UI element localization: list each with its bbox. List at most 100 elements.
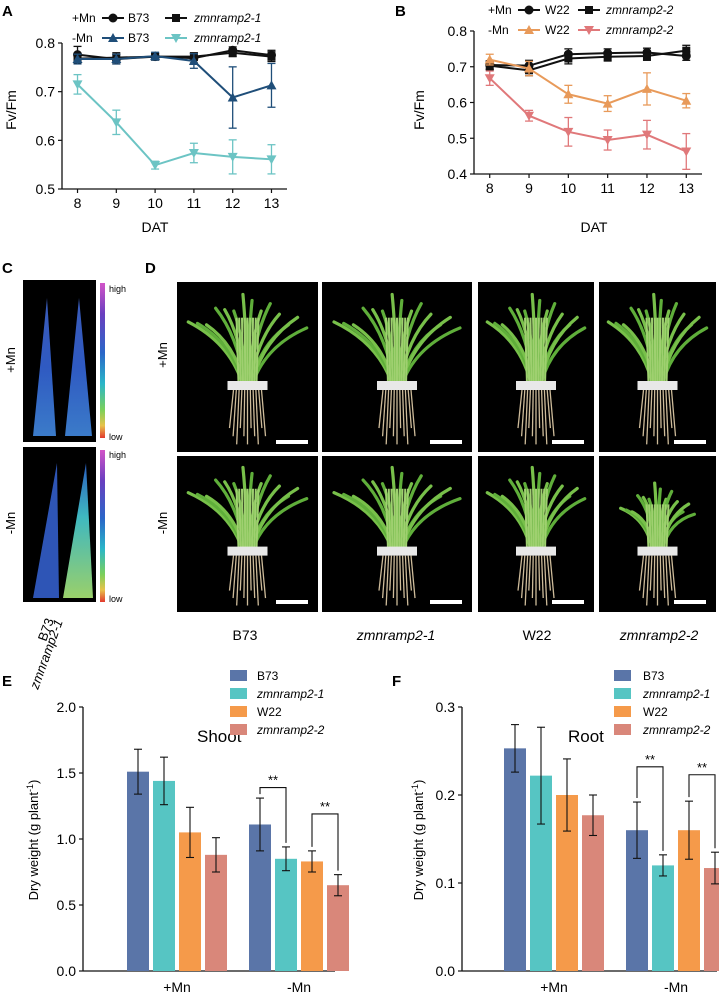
x-tick-label: 8	[486, 180, 494, 196]
legend-mut2-minus: zmnramp2-2	[605, 23, 674, 37]
legend-swatch-mut2	[614, 724, 631, 735]
x-tick-label: 9	[525, 180, 533, 196]
legend-swatch-mut1	[230, 688, 247, 699]
panel-c: C high low high low +Mn -Mn B73 zmnramp2…	[2, 260, 126, 692]
pot-platform	[637, 381, 678, 390]
root-strand	[378, 555, 384, 591]
legend-square-marker	[172, 14, 180, 22]
plant-stem	[648, 504, 652, 550]
y-tick-label: 0.6	[36, 132, 56, 148]
plant-stem	[526, 317, 531, 385]
plant-stem	[529, 488, 533, 550]
plant-stem	[661, 504, 664, 550]
series-line	[76, 83, 272, 167]
root-strand	[538, 555, 541, 591]
root-strand	[638, 389, 645, 429]
bar	[301, 861, 323, 971]
row-label-plus-mn: +Mn	[3, 347, 18, 373]
scale-bar	[674, 440, 706, 444]
panel-e: E Shoot Dry weight (g plant-1) 0.00.51.0…	[2, 669, 349, 995]
panel-b-letter: B	[395, 3, 406, 20]
root-strand	[642, 555, 647, 599]
data-point	[266, 80, 277, 90]
pot-platform	[377, 381, 417, 390]
scale-bar	[430, 600, 462, 604]
root-strand	[662, 555, 666, 599]
plant-stem	[537, 317, 540, 385]
plant-stem	[405, 488, 409, 550]
y-tick-label: 0.5	[448, 130, 468, 146]
leaf-mut-plus-mn	[65, 298, 92, 436]
plant-stem	[400, 317, 404, 385]
root-strand	[665, 555, 669, 606]
scale-low-label: low	[109, 432, 123, 442]
bar	[127, 771, 149, 971]
col-label-b73-d: B73	[233, 627, 258, 643]
x-tick-label: +Mn	[540, 979, 568, 995]
panel-f-title: Root	[568, 727, 604, 746]
root-strand	[407, 389, 413, 429]
plant-stem	[235, 317, 240, 385]
root-strand	[239, 389, 243, 429]
bar	[704, 868, 719, 971]
root-strand	[531, 555, 534, 599]
root-strand	[239, 555, 243, 591]
panel-a-legend: +Mn B73 zmnramp2-1 -Mn B73 zmnramp2-1	[72, 11, 261, 45]
plant-stem	[255, 488, 260, 550]
y-tick-label: 0.7	[448, 59, 468, 75]
root-strand	[540, 555, 544, 599]
x-tick-label: -Mn	[287, 979, 311, 995]
legend-mut-minus: zmnramp2-1	[193, 31, 261, 45]
plant-stem	[253, 488, 257, 550]
plant-stem	[387, 317, 392, 385]
significance-bracket	[311, 813, 339, 871]
panel-a: A Fv/Fm DAT 0.5 0.6 0.7 0.8 8 9 10 11 12 13 +Mn B…	[2, 3, 287, 235]
pot-platform	[516, 381, 556, 390]
plant-stem	[400, 488, 404, 550]
x-tick-label: 13	[678, 180, 694, 196]
root-strand	[404, 389, 409, 445]
root-strand	[543, 555, 548, 606]
plant-stem	[648, 317, 652, 385]
plant-stem	[539, 488, 543, 550]
root-strand	[649, 389, 653, 429]
scale-bar	[276, 600, 308, 604]
root-strand	[659, 389, 662, 429]
panel-b-xlabel: DAT	[581, 219, 608, 235]
legend-swatch-w22	[614, 706, 631, 717]
root-strand	[546, 555, 552, 591]
panel-f-ylabel: Dry weight (g plant-1)	[410, 780, 426, 901]
root-strand	[404, 555, 409, 606]
col-label-w22-d: W22	[523, 627, 552, 643]
plant-stem	[665, 317, 670, 385]
legend-plus-mn-b: +Mn	[488, 3, 512, 17]
panel-f: F Root Dry weight (g plant-1) 0.00.10.20…	[392, 669, 719, 995]
pot-platform	[516, 546, 556, 556]
plant-stem	[532, 317, 535, 385]
root-strand	[258, 389, 263, 429]
plant-stem	[658, 317, 662, 385]
legend-mut2-plus: zmnramp2-2	[605, 3, 674, 17]
panel-b-ylabel: Fv/Fm	[411, 90, 427, 130]
plant-stem	[658, 504, 662, 550]
panel-f-letter: F	[392, 673, 401, 690]
plant-stem	[541, 488, 546, 550]
root-strand	[389, 555, 393, 591]
data-point	[72, 80, 83, 90]
data-point	[111, 54, 122, 64]
plant-stem	[251, 488, 254, 550]
color-scale-bar	[100, 283, 105, 438]
root-strand	[520, 389, 526, 437]
panel-e-plot: 0.0 0.5 1.0 1.5 2.0 +Mn -Mn ** **	[57, 699, 349, 995]
bar	[504, 748, 526, 971]
root-strand	[668, 389, 673, 429]
plant-stem	[544, 488, 548, 550]
panel-a-ylabel: Fv/Fm	[3, 90, 19, 130]
significance-bracket	[688, 774, 716, 849]
plant-photos	[177, 282, 716, 612]
root-strand	[524, 555, 529, 606]
plant-stem	[651, 504, 654, 550]
data-point	[524, 111, 535, 121]
legend-triangle-marker	[108, 33, 118, 42]
